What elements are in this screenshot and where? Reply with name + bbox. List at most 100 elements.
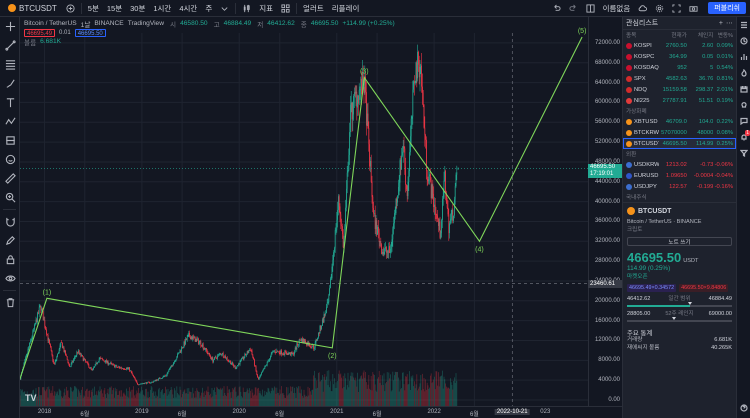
pattern-tool[interactable] <box>0 112 20 131</box>
col-pct[interactable]: 변동% <box>717 33 733 39</box>
symbol-search-button[interactable]: BTCUSDT <box>3 2 62 15</box>
watchlist-row[interactable]: KOSDAQ 952 5 0.54% <box>623 62 736 73</box>
candle-body <box>338 196 340 207</box>
elliott-wave[interactable]: (1) (2) (3) (4) (5) <box>20 28 586 379</box>
volume-legend-label[interactable]: 볼륨 <box>24 39 37 47</box>
help-toggle[interactable] <box>737 400 750 416</box>
candle-body <box>90 367 92 369</box>
watchlist-row[interactable]: NDQ 15159.58 298.37 2.01% <box>623 84 736 95</box>
prediction-tool[interactable] <box>0 131 20 150</box>
templates-button[interactable] <box>277 0 294 17</box>
candle-body <box>421 65 422 87</box>
hide-tool[interactable] <box>0 269 20 288</box>
redo-button[interactable] <box>565 0 582 17</box>
add-symbol-icon[interactable]: + <box>718 19 723 27</box>
watchlist-section-header[interactable]: 외환 <box>626 152 637 158</box>
undo-button[interactable] <box>548 0 565 17</box>
watchlist-row[interactable]: EURUSD 1.09650 -0.0004 -0.04% <box>623 170 736 181</box>
snapshot-button[interactable] <box>685 0 702 17</box>
volume-bar <box>89 390 90 406</box>
watchlist-section-header[interactable]: 국내주식 <box>626 195 647 201</box>
screener-toggle[interactable] <box>737 145 750 161</box>
alerts-toggle[interactable] <box>737 33 750 49</box>
volume-bar <box>116 388 118 406</box>
watchlist-row[interactable]: USDJPY 122.57 -0.199 -0.16% <box>623 181 736 192</box>
alert-button[interactable]: 얼러트 <box>299 0 328 17</box>
ideas-toggle[interactable] <box>737 97 750 113</box>
watchlist-row[interactable]: KOSPC 364.99 0.05 0.01% <box>623 51 736 62</box>
lock-tool[interactable] <box>0 250 20 269</box>
hotlists-toggle[interactable] <box>737 65 750 81</box>
watchlist-row[interactable]: XBTUSD 46709.0 104.0 0.22% <box>623 116 736 127</box>
watchlist-row[interactable]: KOSPI 2760.50 2.60 0.09% <box>623 40 736 51</box>
candle-body <box>374 213 375 214</box>
col-last[interactable]: 현재가 <box>671 33 687 39</box>
volume-bar <box>410 389 411 406</box>
more-icon[interactable]: ⋯ <box>726 20 733 27</box>
volume-bar <box>232 388 234 406</box>
chart-pane[interactable]: (1) (2) (3) (4) (5) Bitcoin / TetherUS 1날 BI… <box>20 17 622 418</box>
interval-4h[interactable]: 4시간 <box>179 3 198 13</box>
interval-30m[interactable]: 30분 <box>130 3 146 13</box>
interval-15m[interactable]: 15분 <box>106 3 123 13</box>
col-symbol[interactable]: 종목 <box>626 33 637 39</box>
price-chart[interactable]: (1) (2) (3) (4) (5) <box>20 17 622 418</box>
watchlist-row[interactable]: SPX 4582.63 36.76 0.81% <box>623 73 736 84</box>
watchlist-toggle[interactable] <box>737 17 750 33</box>
crosshair-tool[interactable] <box>0 17 20 36</box>
watchlist-section-header[interactable]: 가상화폐 <box>626 109 647 115</box>
volume-bar <box>311 390 313 406</box>
time-axis[interactable]: 2018 6월 2019 6월 2020 6월 2021 6월 2022 6월 2022-10-21… <box>20 406 622 418</box>
candle-body <box>110 362 111 364</box>
volume-bar <box>214 391 216 406</box>
col-change[interactable]: 체인지 <box>697 33 714 39</box>
publish-button[interactable]: 퍼블리쉬 <box>708 2 746 14</box>
notifications-toggle[interactable]: 1 <box>737 129 750 145</box>
write-note-button[interactable]: 노트 쓰기 <box>627 237 732 246</box>
indicators-button[interactable]: 지표 <box>255 0 277 17</box>
text-tool[interactable] <box>0 93 20 112</box>
help-icon <box>740 404 748 412</box>
watchlist-row[interactable]: USDKRW 1213.02 -0.73 -0.06% <box>623 159 736 170</box>
measure-tool[interactable] <box>0 169 20 188</box>
replay-button[interactable]: 리플레이 <box>328 0 364 17</box>
calendar-toggle[interactable] <box>737 81 750 97</box>
magnet-tool[interactable] <box>0 212 20 231</box>
interval-dropdown[interactable] <box>216 0 233 17</box>
sell-price-box[interactable]: 46695.49 <box>24 28 56 37</box>
fullscreen-button[interactable] <box>668 0 685 17</box>
watchlist-title[interactable]: 관심리스트 <box>626 20 659 27</box>
watchlist-row[interactable]: NI225 27787.91 51.51 0.19% <box>623 95 736 106</box>
crosshair-price-tag: 23460.61 <box>588 279 622 288</box>
interval-week[interactable]: 주 <box>205 3 213 13</box>
tradingview-logo[interactable]: TV <box>25 393 37 403</box>
watchlist-row[interactable]: BTCUSDT 46695.50 114.99 0.25% <box>623 138 736 149</box>
candle-body <box>50 347 52 351</box>
market-status: 마켓오픈 <box>627 274 648 280</box>
zoom-tool[interactable] <box>0 188 20 207</box>
data-window-toggle[interactable] <box>737 49 750 65</box>
buy-price-box[interactable]: 46695.50 <box>74 28 106 37</box>
volume-bar <box>334 388 336 406</box>
save-button[interactable] <box>634 0 651 17</box>
brush-tool[interactable] <box>0 74 20 93</box>
stay-drawing-tool[interactable] <box>0 231 20 250</box>
volume-bar <box>76 388 78 406</box>
trendline-tool[interactable] <box>0 36 20 55</box>
chart-type-button[interactable] <box>238 0 255 17</box>
volume-bar <box>236 397 238 406</box>
watchlist-row[interactable]: BTCKRW 57070000 48000 0.08% <box>623 127 736 138</box>
interval-5m[interactable]: 5분 <box>87 3 99 13</box>
interval-1h[interactable]: 1시간 <box>153 3 172 13</box>
fibonacci-tool[interactable] <box>0 55 20 74</box>
chat-toggle[interactable] <box>737 113 750 129</box>
layout-name-button[interactable]: 이름없음 <box>599 0 635 17</box>
add-symbol-button[interactable] <box>62 0 79 17</box>
layout-button[interactable] <box>582 0 599 17</box>
candle-body <box>178 352 179 354</box>
price-scale[interactable]: 72000.00 68000.00 64000.00 60000.00 56000.00… <box>588 17 622 406</box>
shapes-tool[interactable] <box>0 150 20 169</box>
legend-title[interactable]: Bitcoin / TetherUS <box>24 20 77 27</box>
settings-button[interactable] <box>651 0 668 17</box>
delete-tool[interactable] <box>0 293 20 312</box>
